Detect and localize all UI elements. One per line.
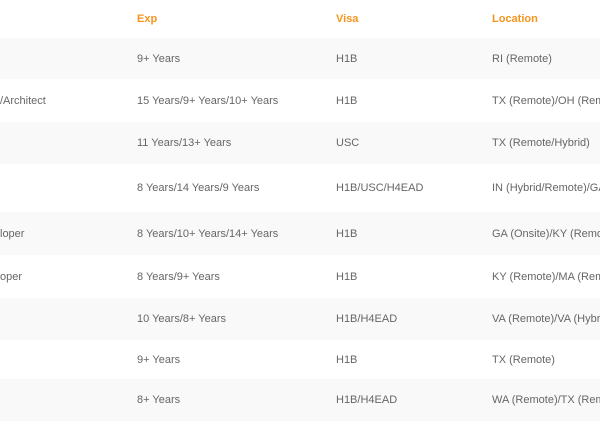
header-visa: Visa bbox=[336, 13, 359, 25]
cell-visa: H1B/USC/H4EAD bbox=[336, 182, 424, 194]
cell-location: KY (Remote)/MA (Rem bbox=[492, 270, 600, 283]
cell-location: GA (Onsite)/KY (Remo bbox=[492, 227, 600, 240]
table-header: Exp Visa Location bbox=[0, 0, 600, 38]
cell-visa: H1B bbox=[336, 270, 358, 283]
cell-visa: H1B bbox=[336, 353, 358, 366]
cell-exp: 8 Years/10+ Years/14+ Years bbox=[137, 227, 279, 240]
cell-exp: 8+ Years bbox=[137, 394, 181, 406]
table-row[interactable]: 11 Years/13+ Years USC TX (Remote/Hybrid) bbox=[0, 122, 600, 164]
cell-location: TX (Remote) bbox=[492, 353, 555, 366]
table-row[interactable]: 8+ Years H1B/H4EAD WA (Remote)/TX (Rem bbox=[0, 379, 600, 421]
cell-location: VA (Remote)/VA (Hybr bbox=[492, 313, 600, 325]
header-location: Location bbox=[492, 13, 538, 25]
cell-exp: 10 Years/8+ Years bbox=[137, 313, 226, 325]
table-row[interactable]: 9+ Years H1B RI (Remote) bbox=[0, 38, 600, 79]
cell-role: oper bbox=[0, 270, 23, 283]
cell-exp: 8 Years/14 Years/9 Years bbox=[137, 182, 260, 194]
cell-exp: 9+ Years bbox=[137, 353, 181, 366]
cell-visa: USC bbox=[336, 137, 360, 149]
cell-location: RI (Remote) bbox=[492, 52, 552, 65]
cell-role: /Architect bbox=[0, 94, 46, 107]
cell-visa: H1B bbox=[336, 227, 358, 240]
cell-exp: 9+ Years bbox=[137, 52, 181, 65]
cell-location: TX (Remote/Hybrid) bbox=[492, 137, 590, 149]
cell-location: TX (Remote)/OH (Rem bbox=[492, 94, 600, 107]
cell-location: IN (Hybrid/Remote)/GA bbox=[492, 182, 600, 194]
cell-role: loper bbox=[0, 227, 25, 240]
table-row[interactable]: loper 8 Years/10+ Years/14+ Years H1B GA (O… bbox=[0, 212, 600, 255]
table-row[interactable]: 9+ Years H1B TX (Remote) bbox=[0, 340, 600, 379]
cell-exp: 8 Years/9+ Years bbox=[137, 270, 220, 283]
table-row[interactable]: /Architect 15 Years/9+ Years/10+ Years H1B… bbox=[0, 79, 600, 122]
table-row[interactable]: 10 Years/8+ Years H1B/H4EAD VA (Remote)/VA… bbox=[0, 298, 600, 340]
cell-visa: H1B bbox=[336, 52, 358, 65]
cell-visa: H1B/H4EAD bbox=[336, 394, 398, 406]
table-row[interactable]: oper 8 Years/9+ Years H1B KY (Remote)/MA (R… bbox=[0, 255, 600, 298]
cell-visa: H1B bbox=[336, 94, 358, 107]
cell-exp: 15 Years/9+ Years/10+ Years bbox=[137, 94, 279, 107]
cell-visa: H1B/H4EAD bbox=[336, 313, 398, 325]
header-exp: Exp bbox=[137, 13, 158, 25]
cell-location: WA (Remote)/TX (Rem bbox=[492, 394, 600, 406]
cell-exp: 11 Years/13+ Years bbox=[137, 137, 232, 149]
table-row[interactable]: 8 Years/14 Years/9 Years H1B/USC/H4EAD IN … bbox=[0, 164, 600, 212]
